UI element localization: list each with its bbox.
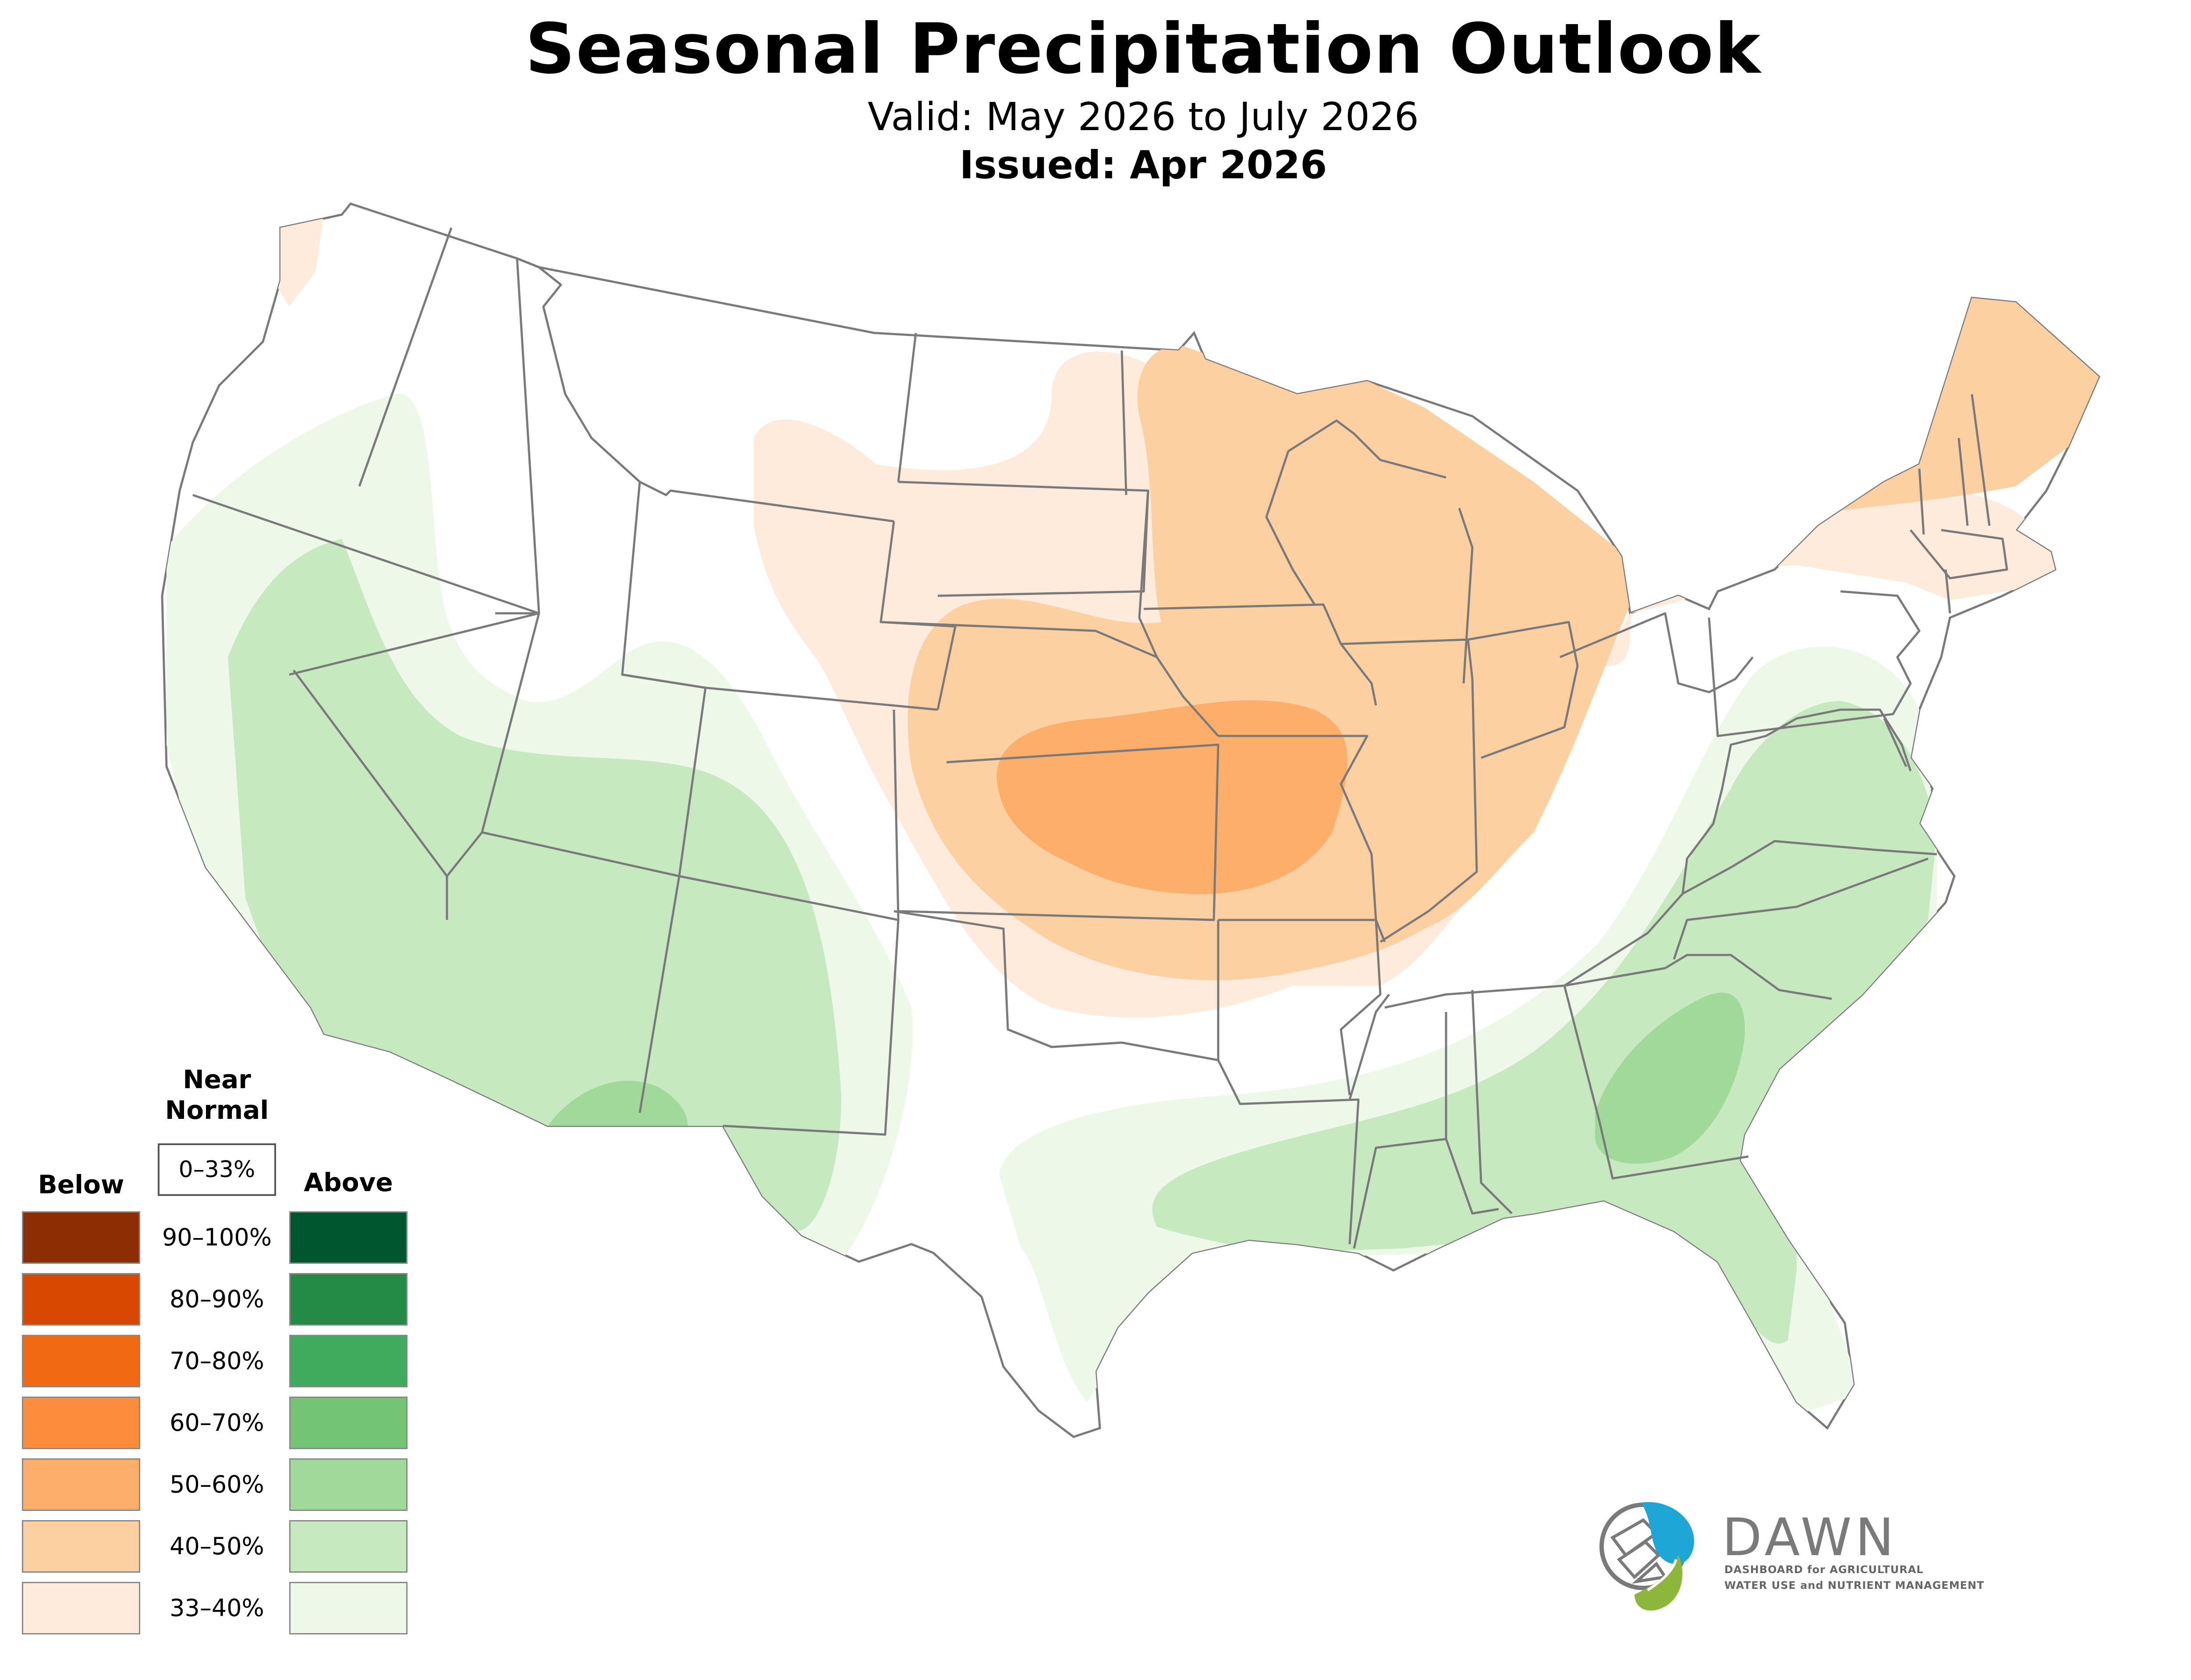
valid-period: Valid: May 2026 to July 2026 <box>868 94 1419 139</box>
legend-above-swatch <box>289 1458 408 1511</box>
dawn-wordmark: DAWN <box>1722 1507 1898 1567</box>
legend-above-swatch <box>289 1273 408 1326</box>
legend-above-swatch <box>289 1211 408 1264</box>
map-title: Seasonal Precipitation Outlook <box>525 9 1762 89</box>
legend-above-swatch <box>289 1520 408 1573</box>
legend-range-label: 70–80% <box>170 1347 264 1375</box>
legend-near-normal-line1: Near <box>183 1065 251 1094</box>
legend-range-label: 50–60% <box>170 1471 264 1498</box>
dawn-tagline: DASHBOARD for AGRICULTURAL WATER USE and… <box>1724 1562 1985 1593</box>
legend-range-label: 40–50% <box>170 1532 264 1560</box>
legend-near-normal-line2: Normal <box>165 1095 269 1125</box>
legend-below-swatch <box>22 1211 140 1264</box>
dawn-logo-icon <box>1599 1502 1695 1611</box>
below-50-60-kansas-missouri <box>996 700 1347 895</box>
legend-range-label: 80–90% <box>170 1285 264 1313</box>
legend-below-swatch <box>22 1520 140 1573</box>
legend-above-swatch <box>289 1582 408 1634</box>
legend-above-swatch <box>289 1397 408 1449</box>
above-50-60-georgia <box>1595 993 1745 1164</box>
above-50-60-southwest <box>548 1081 688 1135</box>
legend-below-swatch <box>22 1582 140 1634</box>
legend-range-label: 33–40% <box>170 1594 264 1622</box>
legend-above-header: Above <box>304 1167 393 1197</box>
legend-below-header: Below <box>38 1170 124 1199</box>
legend-range-label: 60–70% <box>170 1409 264 1436</box>
below-33-40-pacific-nw <box>276 210 324 307</box>
legend-below-swatch <box>22 1397 140 1449</box>
below-40-50-newengland <box>1819 298 2099 513</box>
dawn-tagline-line1: DASHBOARD for AGRICULTURAL <box>1724 1563 1924 1576</box>
legend-below-swatch <box>22 1458 140 1511</box>
legend-range-label: 90–100% <box>162 1224 272 1251</box>
legend-above-swatch <box>289 1335 408 1387</box>
legend-near-normal-box: 0–33% <box>158 1143 276 1196</box>
state-borders <box>192 227 2008 1249</box>
dawn-tagline-line2: WATER USE and NUTRIENT MANAGEMENT <box>1724 1579 1985 1592</box>
issued-date: Issued: Apr 2026 <box>959 142 1327 187</box>
legend-below-swatch <box>22 1273 140 1326</box>
legend-below-swatch <box>22 1335 140 1387</box>
